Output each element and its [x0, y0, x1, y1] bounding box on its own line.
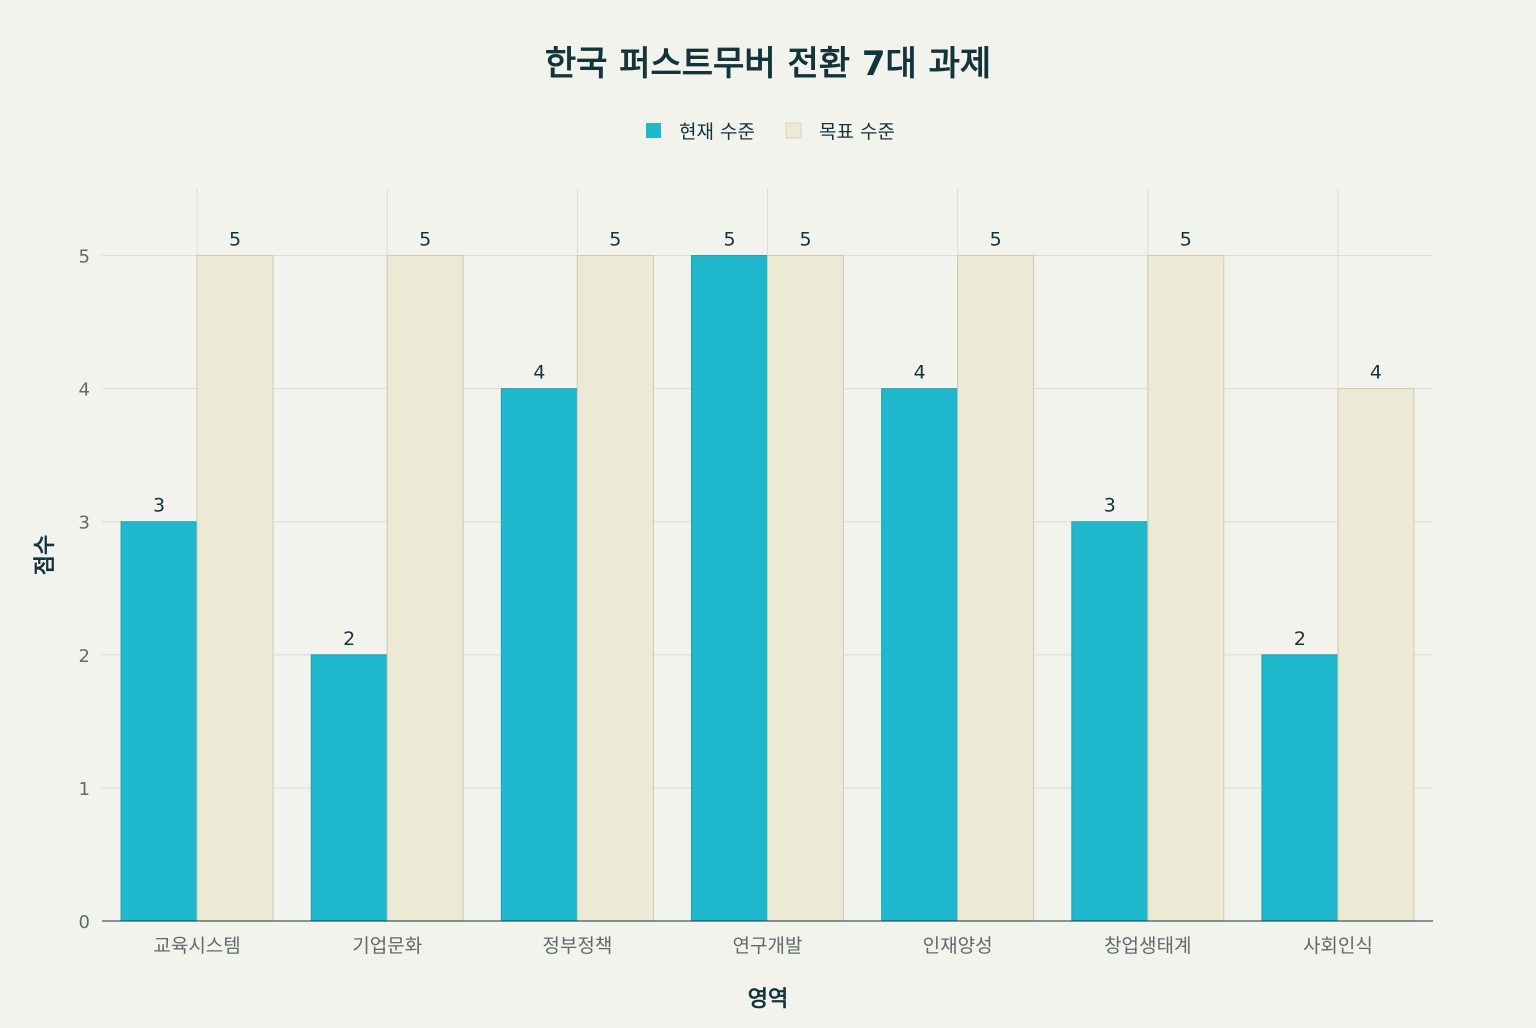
data-label: 5 [1180, 229, 1192, 251]
legend-label: 목표 수준 [819, 121, 895, 143]
bar-current [120, 521, 198, 922]
data-label: 4 [914, 362, 926, 384]
x-tick-label: 기업문화 [352, 935, 422, 957]
data-label: 5 [723, 229, 735, 251]
legend-swatch [646, 123, 661, 138]
bar-current [1071, 521, 1149, 922]
x-tick-label: 인재양성 [923, 935, 993, 957]
data-labels: 3 2 4 5 4 3 2 5 5 5 5 5 5 4 [153, 229, 1382, 650]
y-axis-title: 점수 [33, 535, 58, 575]
legend: 현재 수준 목표 수준 [646, 121, 895, 143]
y-tick-label: 2 [79, 646, 90, 667]
bars [120, 255, 1415, 922]
x-tick-label: 정부정책 [542, 935, 612, 957]
bar-current [1261, 654, 1339, 922]
y-tick-label: 4 [79, 380, 90, 401]
x-tick-label: 사회인식 [1303, 935, 1373, 957]
data-label: 4 [533, 362, 545, 384]
data-label: 4 [1370, 362, 1382, 384]
bar-current [691, 255, 768, 922]
data-label: 5 [990, 229, 1002, 251]
legend-label: 현재 수준 [679, 121, 755, 143]
bar-target [767, 255, 844, 922]
data-label: 5 [229, 229, 241, 251]
x-tick-label: 창업생태계 [1104, 935, 1191, 957]
y-tick-label: 0 [79, 912, 90, 933]
bar-target [957, 255, 1035, 922]
bar-target [1337, 388, 1415, 922]
data-label: 5 [609, 229, 621, 251]
data-label: 5 [799, 229, 811, 251]
bar-target [196, 255, 274, 922]
data-label: 2 [1294, 628, 1306, 650]
bar-target [1147, 255, 1225, 922]
data-label: 2 [343, 628, 355, 650]
bar-current [310, 654, 388, 922]
data-label: 3 [153, 495, 165, 517]
data-label: 3 [1104, 495, 1116, 517]
y-tick-label: 3 [79, 513, 90, 534]
axes: 0 1 2 3 4 5 교육시스템 기업문화 정부정책 연구개발 인재양성 창업생태계 사회인식 [79, 247, 1433, 957]
x-tick-label: 교육시스템 [153, 935, 240, 957]
y-tick-label: 5 [79, 247, 90, 268]
y-tick-label: 1 [79, 779, 90, 800]
bar-current [500, 388, 578, 922]
bar-target [576, 255, 654, 922]
chart-title: 한국 퍼스트무버 전환 7대 과제 [545, 44, 991, 84]
bar-current [881, 388, 959, 922]
data-label: 5 [419, 229, 431, 251]
x-tick-label: 연구개발 [733, 935, 803, 957]
bar-target [386, 255, 464, 922]
legend-swatch [785, 122, 802, 139]
x-axis-title: 영역 [748, 987, 788, 1012]
